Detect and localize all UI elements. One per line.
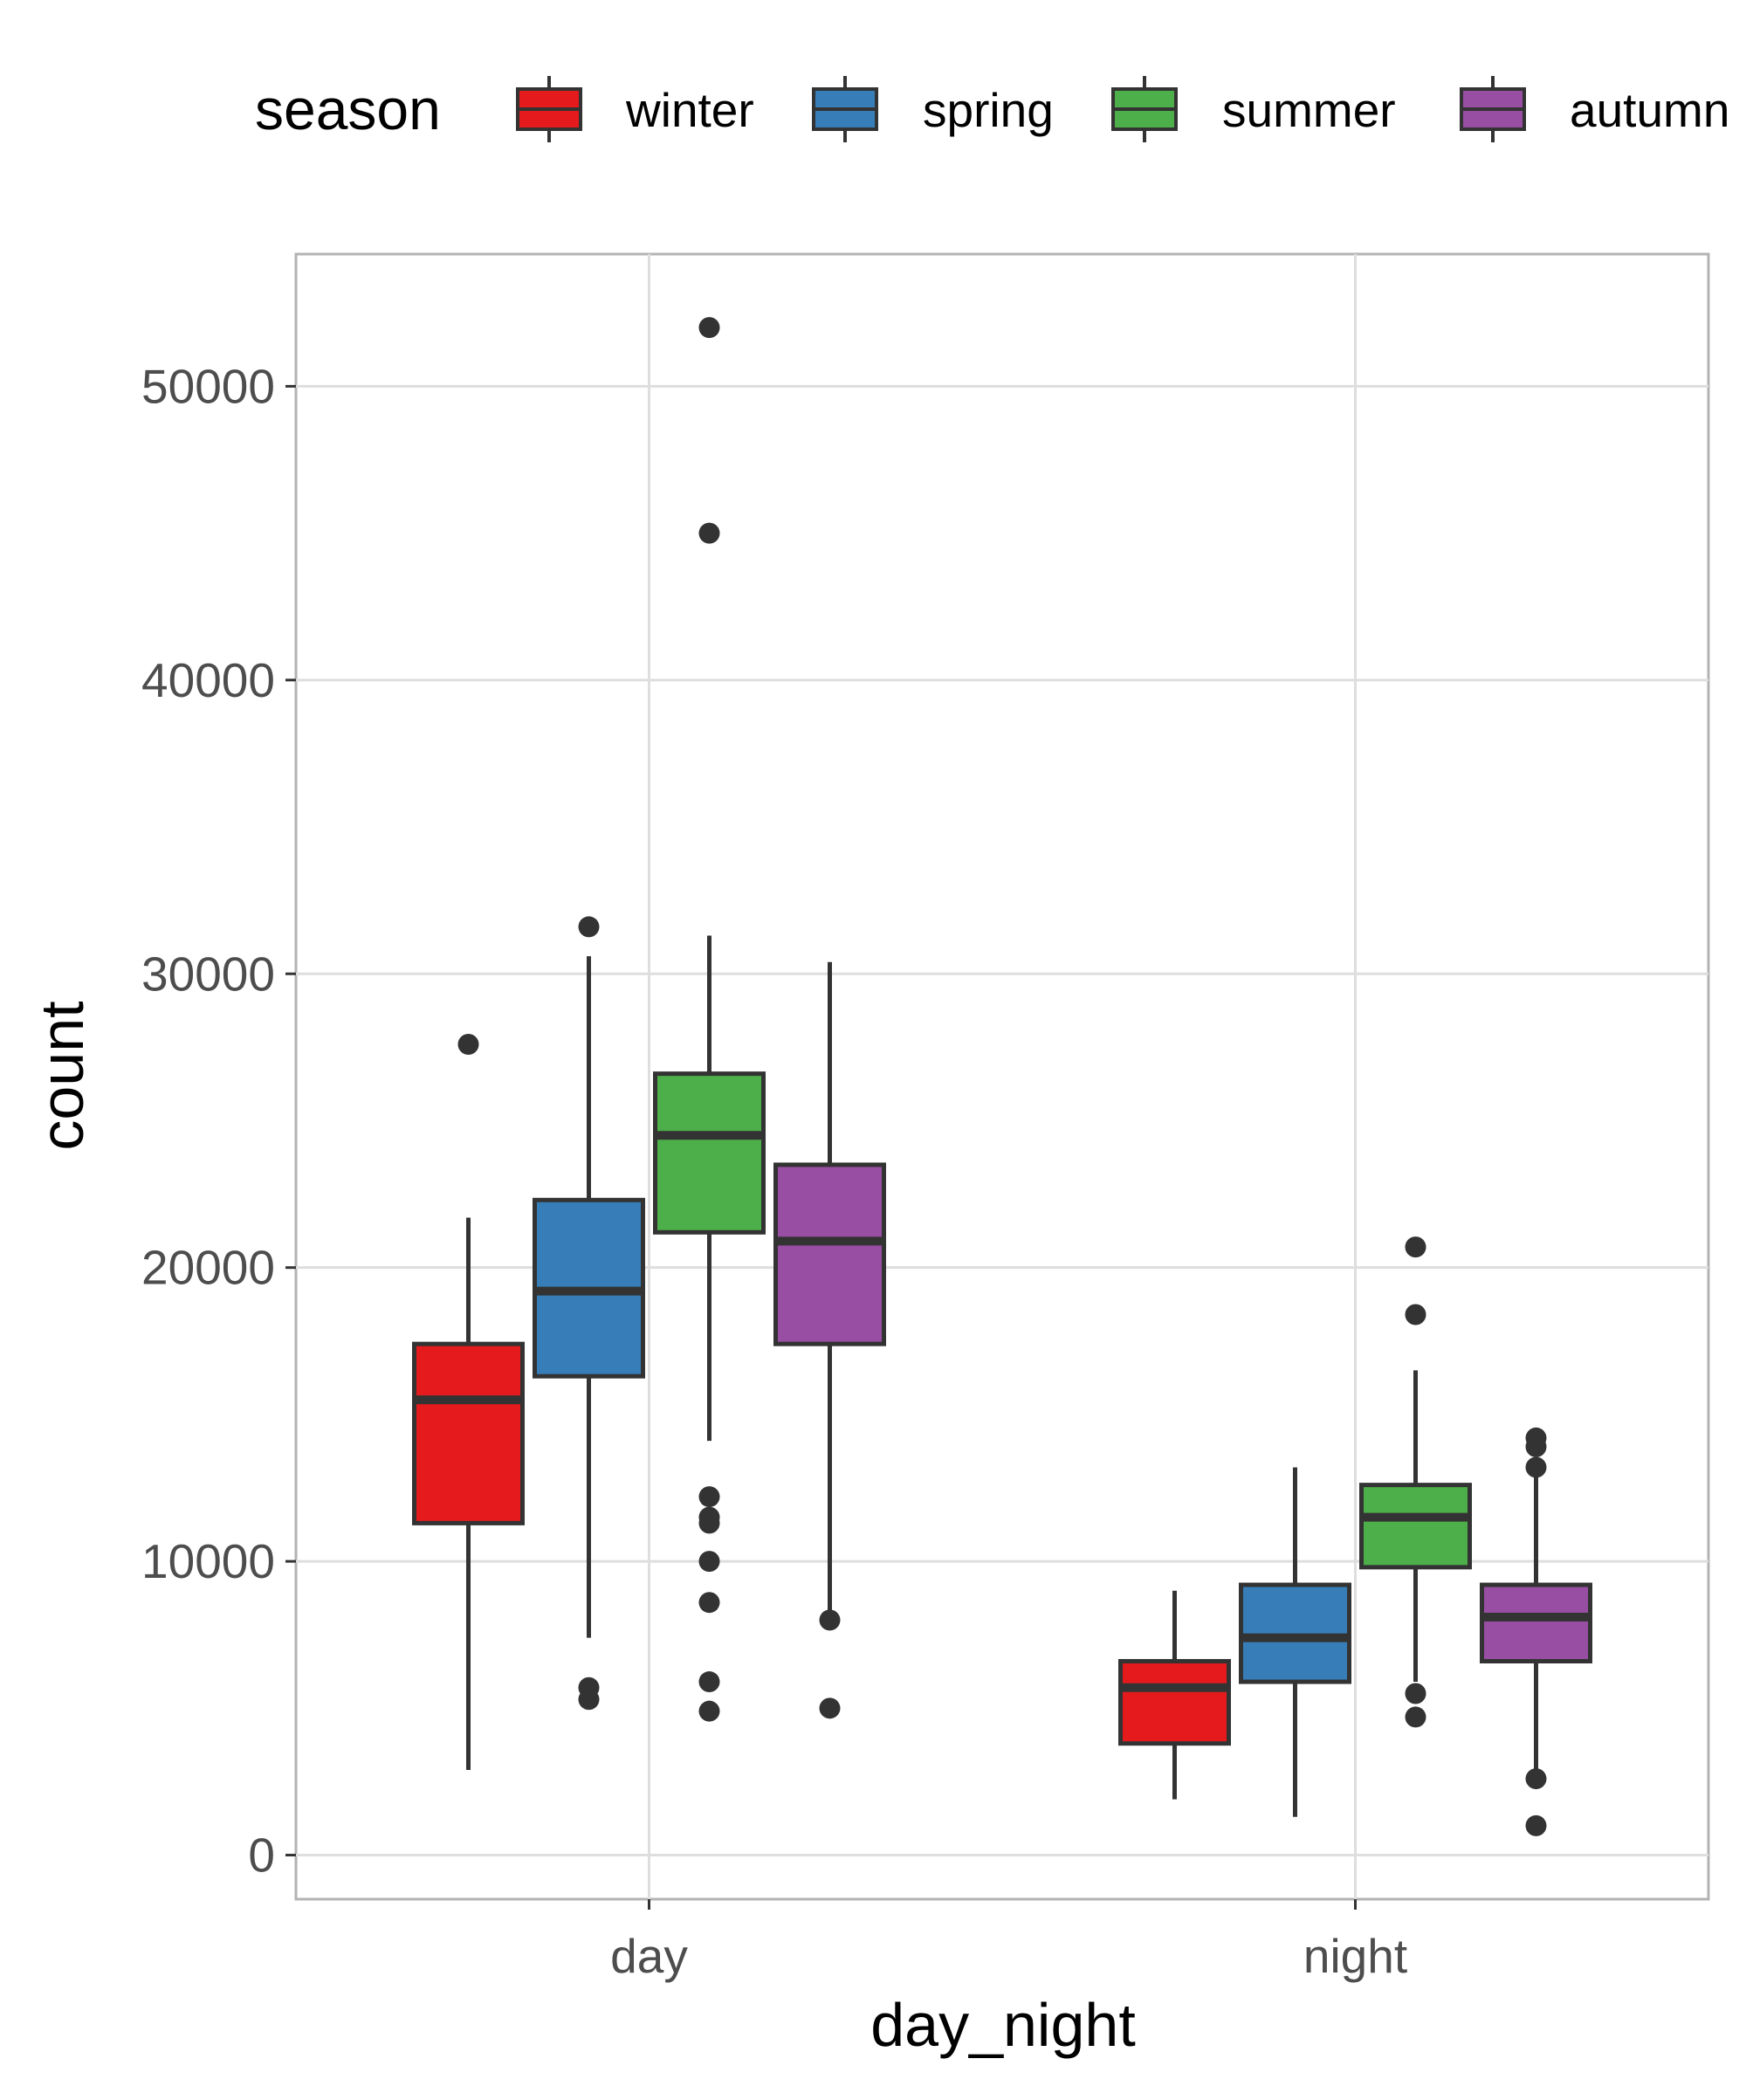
outlier-point [698, 1671, 720, 1693]
gridlines [296, 254, 1708, 1899]
plot-panel [294, 252, 1710, 1901]
outlier-point [698, 1512, 720, 1534]
box-summer-day [653, 317, 766, 1722]
y-tick-label: 50000 [141, 359, 275, 413]
outlier-point [578, 1689, 600, 1711]
legend-label: summer [1222, 83, 1396, 137]
y-tick-label: 0 [248, 1828, 275, 1883]
box-iqr [1239, 1582, 1351, 1684]
legend-entry-summer: summer [1111, 76, 1396, 142]
outlier-point [457, 1033, 479, 1055]
outlier-point [698, 1700, 720, 1722]
outlier-point [1525, 1814, 1547, 1836]
box-iqr [773, 1162, 886, 1346]
box-iqr [1118, 1658, 1231, 1746]
outlier-point [698, 522, 720, 544]
legend-label: spring [923, 83, 1054, 137]
outlier-point [578, 916, 600, 938]
box-iqr [412, 1341, 525, 1525]
outlier-point [1525, 1456, 1547, 1478]
outlier-point [698, 1551, 720, 1573]
outlier-point [1405, 1683, 1426, 1704]
legend-entry-spring: spring [812, 76, 1054, 142]
box-winter-day [412, 1033, 525, 1770]
box-iqr [1480, 1582, 1592, 1663]
outlier-point [698, 1592, 720, 1614]
outlier-point [1405, 1304, 1426, 1325]
outlier-point [1525, 1436, 1547, 1457]
y-axis-ticks: 0 10000 20000 30000 40000 50000 [141, 359, 296, 1883]
box-autumn-day [773, 961, 886, 1719]
y-tick-label: 10000 [141, 1534, 275, 1588]
boxes [412, 317, 1592, 1836]
legend-label: winter [625, 83, 754, 137]
box-iqr [1359, 1483, 1472, 1570]
y-axis-title: count [28, 1001, 96, 1150]
box-spring-day [533, 916, 645, 1711]
y-tick-label: 20000 [141, 1241, 275, 1295]
outlier-point [698, 317, 720, 339]
y-tick-label: 40000 [141, 653, 275, 707]
box-spring-night [1239, 1467, 1351, 1817]
legend-entry-winter: winter [516, 76, 754, 142]
panel-border [294, 252, 1710, 1901]
box-autumn-night [1480, 1427, 1592, 1836]
box-summer-night [1359, 1236, 1472, 1728]
legend-entry-autumn: autumn [1460, 76, 1729, 142]
outlier-point [698, 1486, 720, 1508]
x-tick-label: day [610, 1929, 688, 1983]
x-axis-title: day_night [870, 1991, 1136, 2059]
outlier-point [819, 1697, 841, 1719]
box-iqr [653, 1071, 766, 1235]
legend-label: autumn [1570, 83, 1729, 137]
box-winter-night [1118, 1590, 1231, 1800]
outlier-point [1405, 1236, 1426, 1258]
outlier-point [819, 1609, 841, 1631]
legend: season winter spring summer autumn [255, 76, 1729, 142]
outlier-point [1405, 1706, 1426, 1728]
legend-title: season [255, 77, 441, 141]
y-tick-label: 30000 [141, 947, 275, 1001]
outlier-point [1525, 1768, 1547, 1790]
x-tick-label: night [1303, 1929, 1407, 1983]
x-axis-ticks: day night [610, 1899, 1407, 1983]
